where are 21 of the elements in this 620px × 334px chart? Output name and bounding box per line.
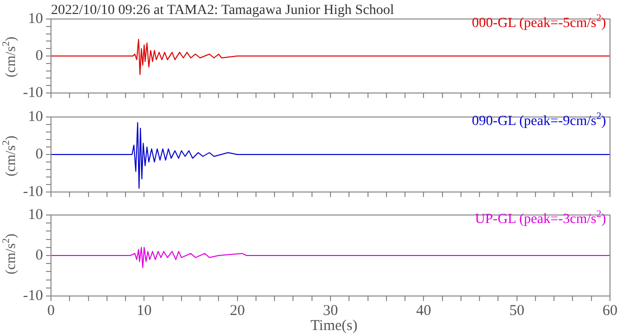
y-tick-label: 0 [36,247,43,264]
chart-title: 2022/10/10 09:26 at TAMA2: Tamagawa Junior High School [51,3,394,19]
y-tick-label: 0 [36,146,43,162]
y-tick-label: 0 [36,48,43,64]
x-tick-label: 0 [47,302,55,319]
x-tick-label: 10 [136,302,152,319]
y-tick-label: 10 [28,10,43,27]
y-tick-label: -10 [23,288,43,304]
x-axis-title: Time(s) [310,318,358,334]
series-label: 090-GL (peak=-9cm/s$^{2}$) [472,111,606,130]
y-tick-label: 10 [28,108,43,125]
text: UP-GL (peak=-3cm/s$^{2}$) [475,209,606,228]
y-tick-label: -10 [23,84,43,101]
y-tick-label: 10 [28,206,43,223]
x-tick-label: 20 [230,302,245,319]
x-tick-label: 40 [416,302,432,319]
y-tick-label: -10 [23,184,43,200]
x-tick-label: 60 [602,302,618,319]
x-tick-label: 50 [509,302,524,319]
x-tick-label: 30 [323,302,338,319]
series-label: 000-GL (peak=-5cm/s$^{2}$) [472,13,606,32]
